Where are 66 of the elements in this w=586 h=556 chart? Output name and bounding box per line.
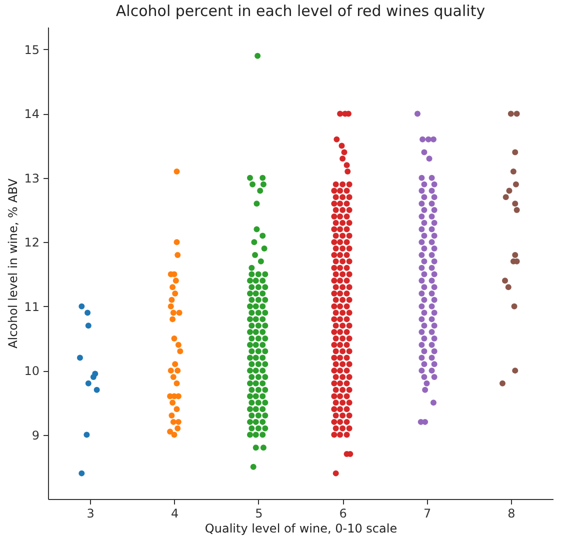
- x-tick-label: 5: [255, 506, 263, 520]
- point: [177, 348, 184, 354]
- point: [174, 406, 180, 412]
- y-tick-label: 15: [24, 42, 40, 57]
- point: [175, 342, 182, 348]
- point: [84, 432, 90, 438]
- point: [174, 168, 180, 174]
- point: [505, 284, 512, 290]
- point: [502, 194, 509, 200]
- y-tick-label: 10: [24, 364, 40, 378]
- point: [168, 296, 175, 303]
- point: [508, 110, 514, 117]
- point: [167, 428, 174, 435]
- point: [76, 354, 83, 361]
- point: [512, 181, 519, 188]
- point: [174, 368, 181, 374]
- point: [500, 380, 506, 386]
- point: [168, 412, 175, 419]
- point: [172, 361, 178, 368]
- point: [174, 425, 181, 432]
- y-tick-label: 13: [24, 171, 40, 186]
- point: [170, 400, 176, 406]
- point: [174, 239, 180, 246]
- point: [512, 368, 518, 374]
- point: [170, 284, 176, 290]
- point: [170, 316, 176, 322]
- point: [174, 380, 180, 386]
- point: [168, 303, 174, 310]
- point: [85, 380, 92, 386]
- y-axis-title: Alcohol level in wine, % ABV: [6, 178, 20, 348]
- x-tick-label: 3: [86, 506, 94, 520]
- point: [171, 432, 178, 438]
- point: [512, 200, 518, 207]
- point: [94, 386, 100, 393]
- point: [176, 310, 182, 316]
- point: [170, 418, 176, 425]
- point: [170, 374, 176, 380]
- x-tick-label: 8: [508, 506, 516, 520]
- point: [85, 322, 92, 329]
- point: [172, 278, 179, 284]
- point: [506, 188, 512, 194]
- point: [512, 149, 518, 156]
- x-axis-title: Quality level of wine, 0-10 scale: [204, 522, 398, 536]
- x-tick-label: 7: [423, 506, 432, 520]
- point: [171, 335, 178, 342]
- point: [512, 252, 518, 258]
- point: [78, 470, 85, 476]
- point: [172, 290, 178, 296]
- y-tick-label: 11: [24, 300, 40, 314]
- point: [510, 168, 516, 174]
- point: [84, 310, 91, 316]
- point: [511, 303, 518, 310]
- x-tick-label: 4: [170, 506, 179, 520]
- x-tick-label: 6: [339, 506, 347, 520]
- y-tick-label: 14: [24, 107, 40, 122]
- y-tick-label: 9: [32, 428, 40, 442]
- point: [514, 110, 520, 117]
- point: [174, 252, 181, 258]
- chart-title: Alcohol percent in each level of red wines quality: [116, 2, 486, 20]
- point: [78, 303, 85, 310]
- point: [514, 207, 520, 214]
- y-tick-label: 12: [24, 236, 40, 250]
- point: [90, 374, 96, 380]
- point: [502, 278, 508, 284]
- point: [168, 368, 174, 374]
- point: [170, 310, 176, 316]
